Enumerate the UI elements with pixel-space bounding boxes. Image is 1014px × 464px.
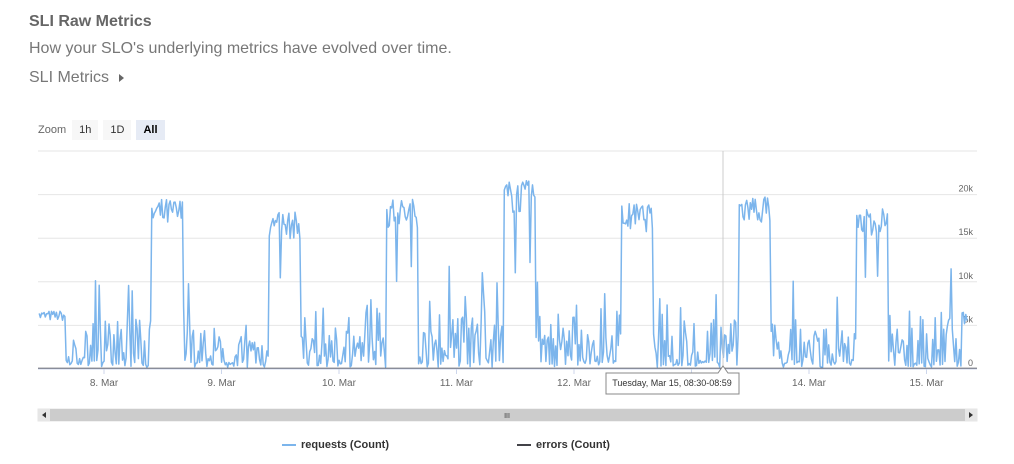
x-tick-label: 14. Mar — [792, 378, 827, 389]
tooltip: Tuesday, Mar 15, 08:30-08:59 — [605, 365, 740, 395]
legend-swatch-errors — [517, 444, 531, 446]
sli-metrics-toggle[interactable]: SLI Metrics — [29, 69, 125, 87]
legend-label-errors: errors (Count) — [536, 439, 610, 451]
arrow-right-icon — [969, 412, 973, 418]
tooltip-text: Tuesday, Mar 15, 08:30-08:59 — [612, 378, 732, 388]
legend-swatch-requests — [282, 444, 296, 446]
zoom-all-button[interactable]: All — [136, 120, 165, 140]
caret-right-icon — [119, 74, 125, 82]
requests-series-line — [38, 179, 968, 369]
zoom-controls: Zoom 1h 1D All — [38, 120, 170, 140]
y-tick-label: 20k — [958, 184, 973, 194]
sli-metrics-toggle-label: SLI Metrics — [29, 69, 110, 86]
legend-item-requests[interactable]: requests (Count) — [282, 439, 389, 451]
zoom-1d-button[interactable]: 1D — [103, 120, 132, 140]
page-title: SLI Raw Metrics — [29, 13, 152, 30]
x-tick-label: 12. Mar — [557, 378, 592, 389]
navigator-scrollbar[interactable]: III — [37, 408, 978, 422]
legend-item-errors[interactable]: errors (Count) — [517, 439, 610, 451]
x-tick-label: 9. Mar — [207, 378, 236, 389]
x-tick-label: 8. Mar — [90, 378, 119, 389]
scrollbar-grip: III — [504, 413, 510, 420]
arrow-left-icon — [42, 412, 46, 418]
y-tick-label: 5k — [963, 314, 973, 324]
x-tick-label: 15. Mar — [910, 378, 945, 389]
page-subtitle: How your SLO's underlying metrics have e… — [29, 40, 452, 57]
y-tick-label: 10k — [958, 271, 973, 281]
y-tick-label: 0 — [968, 358, 973, 368]
x-tick-label: 10. Mar — [322, 378, 357, 389]
zoom-1h-button[interactable]: 1h — [72, 120, 99, 140]
legend-label-requests: requests (Count) — [301, 439, 389, 451]
x-tick-label: 11. Mar — [440, 378, 474, 389]
y-tick-label: 15k — [958, 227, 973, 237]
scrollbar-thumb[interactable] — [50, 409, 965, 421]
zoom-label: Zoom — [38, 124, 67, 136]
